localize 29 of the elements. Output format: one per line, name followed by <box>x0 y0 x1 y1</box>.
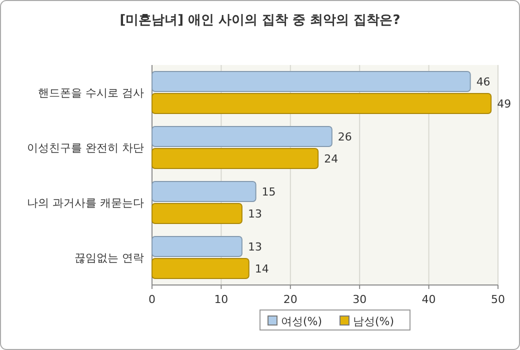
data-label: 46 <box>476 76 490 88</box>
x-tick-label: 20 <box>283 293 298 306</box>
x-tick-label: 30 <box>352 293 367 306</box>
y-tick-label: 이성친구를 완전히 차단 <box>27 142 144 154</box>
y-tick-label: 끊임없는 연락 <box>74 252 144 264</box>
bar <box>152 148 319 169</box>
bar <box>152 126 332 147</box>
data-label: 49 <box>497 98 512 110</box>
data-label: 24 <box>324 152 338 166</box>
data-label: 26 <box>338 130 352 144</box>
bar <box>152 258 250 279</box>
x-tick-label: 50 <box>491 293 505 306</box>
bar <box>152 203 242 224</box>
data-label: 14 <box>254 262 269 276</box>
x-tick-label: 40 <box>422 293 436 306</box>
y-tick-label: 나의 과거사를 캐묻는다 <box>27 196 144 210</box>
data-label: 13 <box>248 208 262 220</box>
bar <box>152 236 242 257</box>
chart-title: [미혼남녀] 애인 사이의 집착 중 최악의 집착은? <box>120 13 400 28</box>
y-tick-label: 핸드폰을 수시로 검사 <box>38 86 144 100</box>
x-tick-label: 0 <box>148 293 156 306</box>
bar <box>152 93 492 114</box>
bar <box>152 181 256 202</box>
x-tick-label: 10 <box>214 293 228 306</box>
legend-label: 남성(%) <box>353 315 394 328</box>
bar <box>152 71 471 92</box>
data-label: 13 <box>248 240 262 254</box>
legend-label: 여성(%) <box>281 315 322 328</box>
data-label: 15 <box>262 186 276 198</box>
